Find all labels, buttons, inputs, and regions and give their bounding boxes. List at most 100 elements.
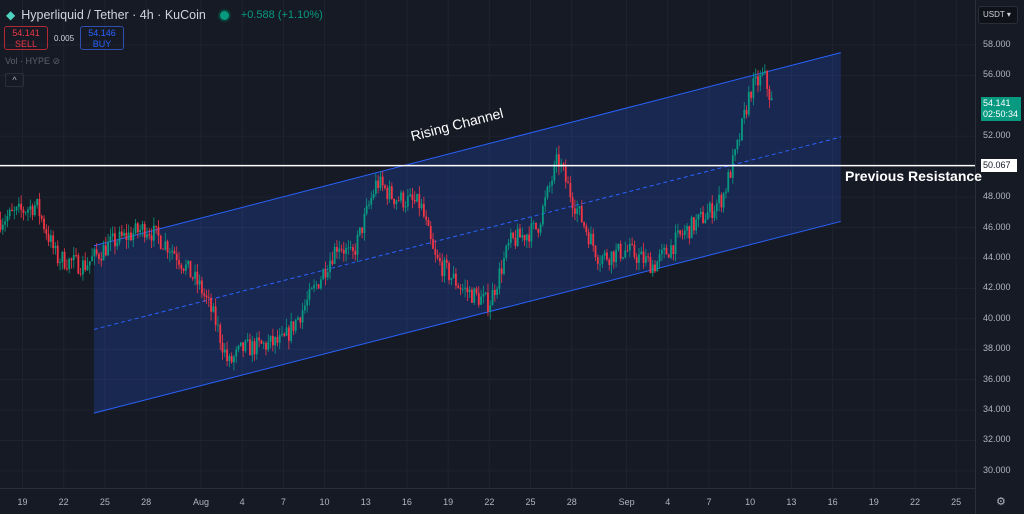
candle-body	[132, 233, 135, 241]
price-tick: 34.000	[983, 404, 1011, 415]
candle-body	[539, 224, 542, 233]
candle-body	[249, 339, 251, 356]
channel-mid-line	[93, 136, 841, 330]
current-price-label: 54.141 02:50:34	[981, 97, 1021, 121]
candle-body	[274, 337, 277, 346]
candle-body	[251, 341, 254, 356]
candle-body	[214, 306, 217, 325]
candle-body	[532, 222, 535, 224]
time-tick: Aug	[192, 497, 210, 507]
candle-body	[729, 172, 732, 178]
symbol-title[interactable]: Hyperliquid / Tether · 4h · KuCoin	[21, 8, 206, 22]
time-tick: 22	[484, 497, 495, 507]
candle-body	[706, 212, 709, 220]
candle-body	[768, 88, 771, 100]
candle-body	[489, 305, 492, 312]
candle-body	[583, 222, 585, 227]
candle-body	[370, 198, 373, 205]
candle-body	[665, 247, 668, 255]
candle-body	[679, 230, 682, 235]
buy-button[interactable]: 54.146 BUY	[80, 26, 125, 50]
exchange-logo-icon: ◆	[6, 8, 16, 22]
candle-body	[601, 255, 604, 264]
candle-body	[38, 198, 41, 217]
candle-body	[443, 259, 446, 276]
time-tick: Sep	[618, 497, 635, 507]
candle-body	[29, 206, 32, 210]
candle-body	[194, 271, 196, 279]
candle-body	[660, 249, 663, 255]
candle-body	[624, 250, 627, 258]
time-tick: 13	[360, 497, 371, 507]
candle-body	[617, 243, 620, 250]
candle-body	[384, 185, 386, 189]
candle-body	[509, 232, 512, 243]
candle-body	[299, 317, 302, 323]
candle-body	[111, 233, 114, 237]
candle-body	[480, 296, 482, 305]
candle-body	[612, 251, 615, 263]
candle-body	[519, 228, 521, 238]
candle-body	[1, 224, 4, 230]
candle-body	[429, 225, 432, 240]
price-change: +0.588 (+1.10%)	[240, 9, 323, 21]
candle-body	[13, 210, 16, 212]
candle-body	[672, 245, 675, 255]
candle-body	[386, 188, 389, 200]
candle-body	[734, 149, 736, 156]
candle-body	[585, 226, 588, 233]
time-tick: 28	[566, 497, 577, 507]
candle-body	[466, 287, 469, 293]
price-tick: 42.000	[983, 282, 1011, 293]
candle-body	[709, 203, 711, 213]
candle-body	[686, 226, 688, 231]
candle-body	[727, 172, 730, 192]
price-tick: 32.000	[983, 434, 1011, 445]
candle-body	[638, 254, 640, 263]
candle-body	[203, 293, 206, 296]
time-tick: 25	[99, 497, 110, 507]
candle-body	[242, 342, 245, 352]
chevron-up-icon[interactable]: ^	[5, 73, 24, 87]
candle-body	[663, 247, 666, 250]
currency-select[interactable]: USDT ▾	[978, 6, 1018, 24]
settings-icon[interactable]: ⚙	[996, 496, 1006, 508]
candle-body	[223, 349, 226, 353]
candle-body	[130, 232, 132, 241]
candle-body	[409, 194, 412, 197]
current-price: 54.141	[983, 98, 1011, 108]
candle-body	[551, 180, 553, 186]
candle-body	[635, 256, 638, 263]
volume-indicator[interactable]: Vol · HYPE ⊘	[5, 56, 60, 67]
candle-body	[226, 349, 228, 361]
candle-body	[631, 243, 634, 245]
previous-resistance-label[interactable]: Previous Resistance	[845, 168, 982, 184]
sell-label: SELL	[14, 39, 38, 49]
candle-body	[120, 231, 123, 236]
candle-body	[406, 196, 409, 207]
candle-body	[537, 228, 540, 233]
eye-hidden-icon[interactable]: ⊘	[52, 56, 61, 66]
time-tick: 19	[868, 497, 879, 507]
candle-body	[718, 194, 720, 204]
candle-body	[681, 234, 684, 236]
candle-body	[143, 224, 146, 238]
candle-body	[697, 214, 700, 220]
spread: 0.005	[54, 33, 75, 43]
candle-body	[93, 249, 96, 257]
candle-body	[52, 235, 55, 249]
candle-body	[287, 327, 290, 341]
candle-body	[690, 217, 693, 239]
price-tick: 40.000	[983, 312, 1011, 323]
candle-body	[395, 200, 398, 205]
sell-button[interactable]: 54.141 SELL	[4, 26, 48, 50]
candle-body	[525, 234, 528, 241]
candle-body	[743, 109, 746, 119]
candle-body	[342, 249, 345, 254]
candle-body	[505, 245, 508, 258]
candle-body	[36, 198, 39, 206]
candle-body	[766, 71, 769, 89]
price-tick: 56.000	[983, 69, 1011, 80]
candle-body	[594, 245, 597, 258]
